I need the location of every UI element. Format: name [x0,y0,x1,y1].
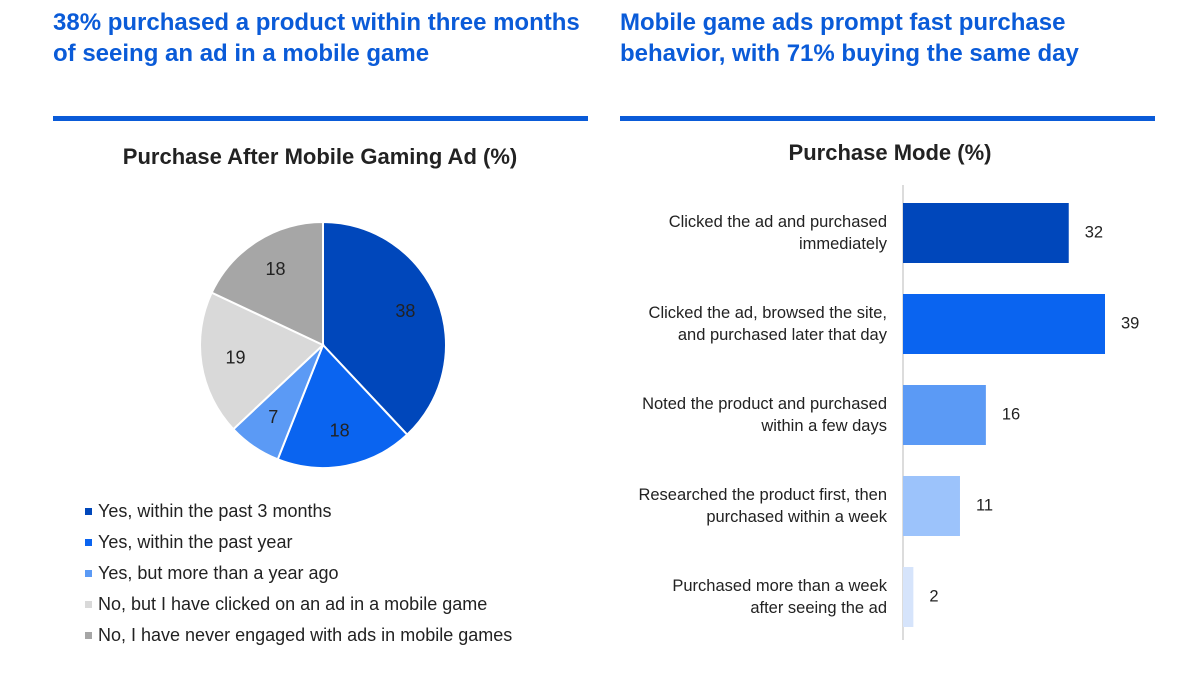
y-tick-label: Clicked the ad and purchased immediately [668,213,887,253]
pie-slice [276,343,409,469]
legend-swatch [85,632,92,639]
divider [620,116,1155,121]
legend-swatch [85,508,92,515]
data-label: 32 [1085,223,1103,241]
y-tick-label: Researched the product first, then purch… [638,486,887,526]
data-label: 19 [226,348,246,368]
legend-swatch [85,601,92,608]
legend-label: No, but I have clicked on an ad in a mob… [98,594,487,614]
bar [903,567,914,627]
pie-slice [322,220,447,437]
y-tick-label: Purchased more than a week after seeing … [672,577,887,617]
bar [903,385,986,445]
data-label: 16 [1002,405,1020,423]
bar [903,476,960,536]
data-label: 7 [268,407,278,427]
data-label: 11 [976,496,993,514]
y-tick-label: Noted the product and purchased within a… [642,395,887,435]
bar [903,294,1105,354]
legend-swatch [85,570,92,577]
pie-slice [210,220,324,347]
data-label: 38 [395,301,415,321]
headline: 38% purchased a product within three mon… [53,9,580,67]
headline: Mobile game ads prompt fast purchase beh… [620,9,1079,67]
data-label: 2 [929,587,938,605]
legend-label: Yes, but more than a year ago [98,563,339,583]
legend-label: No, I have never engaged with ads in mob… [98,625,512,645]
chart-title: Purchase Mode (%) [788,140,992,165]
divider [53,116,588,121]
legend-swatch [85,539,92,546]
data-label: 18 [330,421,350,441]
legend-label: Yes, within the past 3 months [98,501,331,521]
data-label: 18 [266,259,286,279]
bar [903,203,1069,263]
data-label: 39 [1121,314,1139,332]
pie-slice [199,291,325,431]
y-tick-label: Clicked the ad, browsed the site, and pu… [648,304,887,344]
chart-title: Purchase After Mobile Gaming Ad (%) [122,144,518,169]
legend-label: Yes, within the past year [98,532,292,552]
